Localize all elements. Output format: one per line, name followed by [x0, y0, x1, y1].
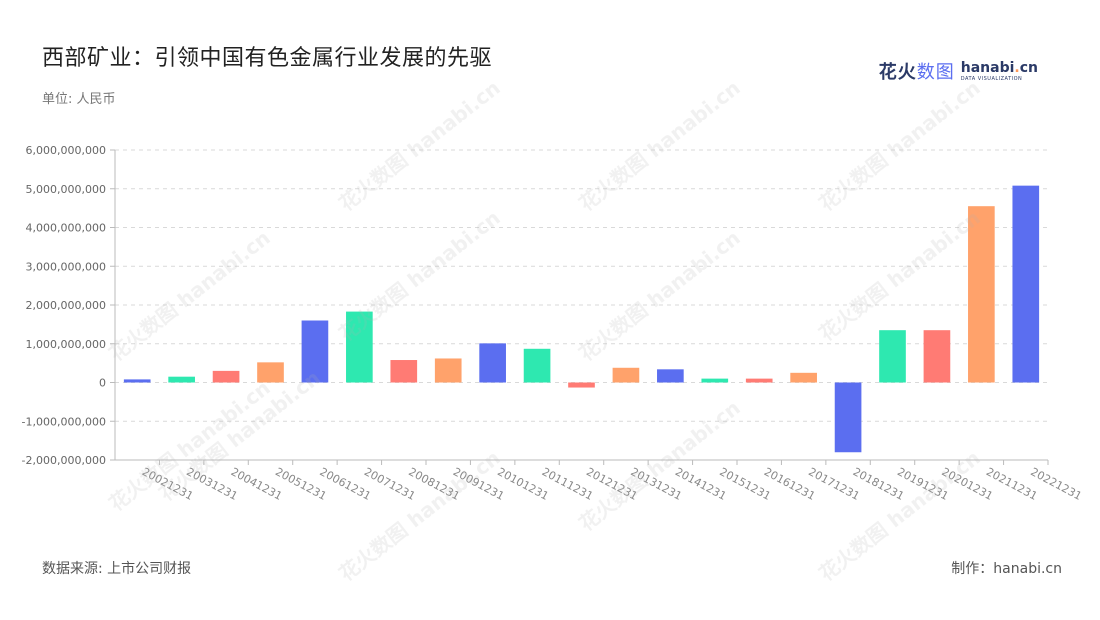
- bar: [168, 376, 195, 383]
- bar: [968, 206, 995, 383]
- y-tick-label: 5,000,000,000: [26, 183, 106, 196]
- y-tick-label: -1,000,000,000: [22, 415, 106, 428]
- bar: [612, 367, 640, 383]
- brand-en-main: hanabi: [960, 59, 1015, 76]
- y-tick-label: 3,000,000,000: [26, 260, 106, 273]
- brand-en-tld: cn: [1019, 59, 1038, 76]
- bar: [923, 330, 951, 383]
- data-source: 数据来源: 上市公司财报: [42, 561, 192, 577]
- brand-cn-light: 数图: [916, 62, 955, 83]
- unit-label: 单位: 人民币: [42, 92, 116, 107]
- brand-cn-bold: 花火: [878, 62, 917, 83]
- chart-title: 西部矿业：引领中国有色金属行业发展的先驱: [42, 46, 493, 71]
- y-tick-label: 0: [99, 377, 106, 390]
- x-tick-label: 20221231: [1028, 465, 1084, 503]
- brand-en-dot: .: [1014, 59, 1020, 76]
- bar: [523, 348, 551, 383]
- y-tick-label: 4,000,000,000: [26, 222, 106, 235]
- brand-en-sub: DATA VISUALIZATION: [960, 75, 1023, 82]
- bar: [790, 372, 817, 383]
- bar: [1012, 185, 1040, 383]
- bar: [568, 382, 595, 388]
- bar: [834, 382, 862, 453]
- bar: [123, 379, 151, 383]
- y-tick-label: 6,000,000,000: [26, 144, 106, 157]
- bar: [346, 311, 373, 383]
- bar: [390, 360, 418, 383]
- bar: [657, 369, 684, 383]
- brand-logo: 花火数图 hanabi.cn DATA VISUALIZATION: [879, 58, 1038, 84]
- bar: [434, 358, 462, 383]
- brand-en: hanabi.cn DATA VISUALIZATION: [961, 61, 1038, 82]
- y-tick-label: 2,000,000,000: [26, 299, 106, 312]
- bar: [257, 362, 284, 383]
- bar: [745, 378, 773, 383]
- y-tick-label: -2,000,000,000: [22, 454, 106, 467]
- bar: [479, 343, 506, 383]
- maker-credit: 制作：hanabi.cn: [951, 561, 1062, 577]
- brand-cn: 花火数图: [879, 58, 955, 84]
- bar: [301, 320, 329, 383]
- bar: [879, 330, 906, 383]
- bar: [212, 370, 240, 383]
- y-tick-label: 1,000,000,000: [26, 338, 106, 351]
- bar: [701, 378, 729, 383]
